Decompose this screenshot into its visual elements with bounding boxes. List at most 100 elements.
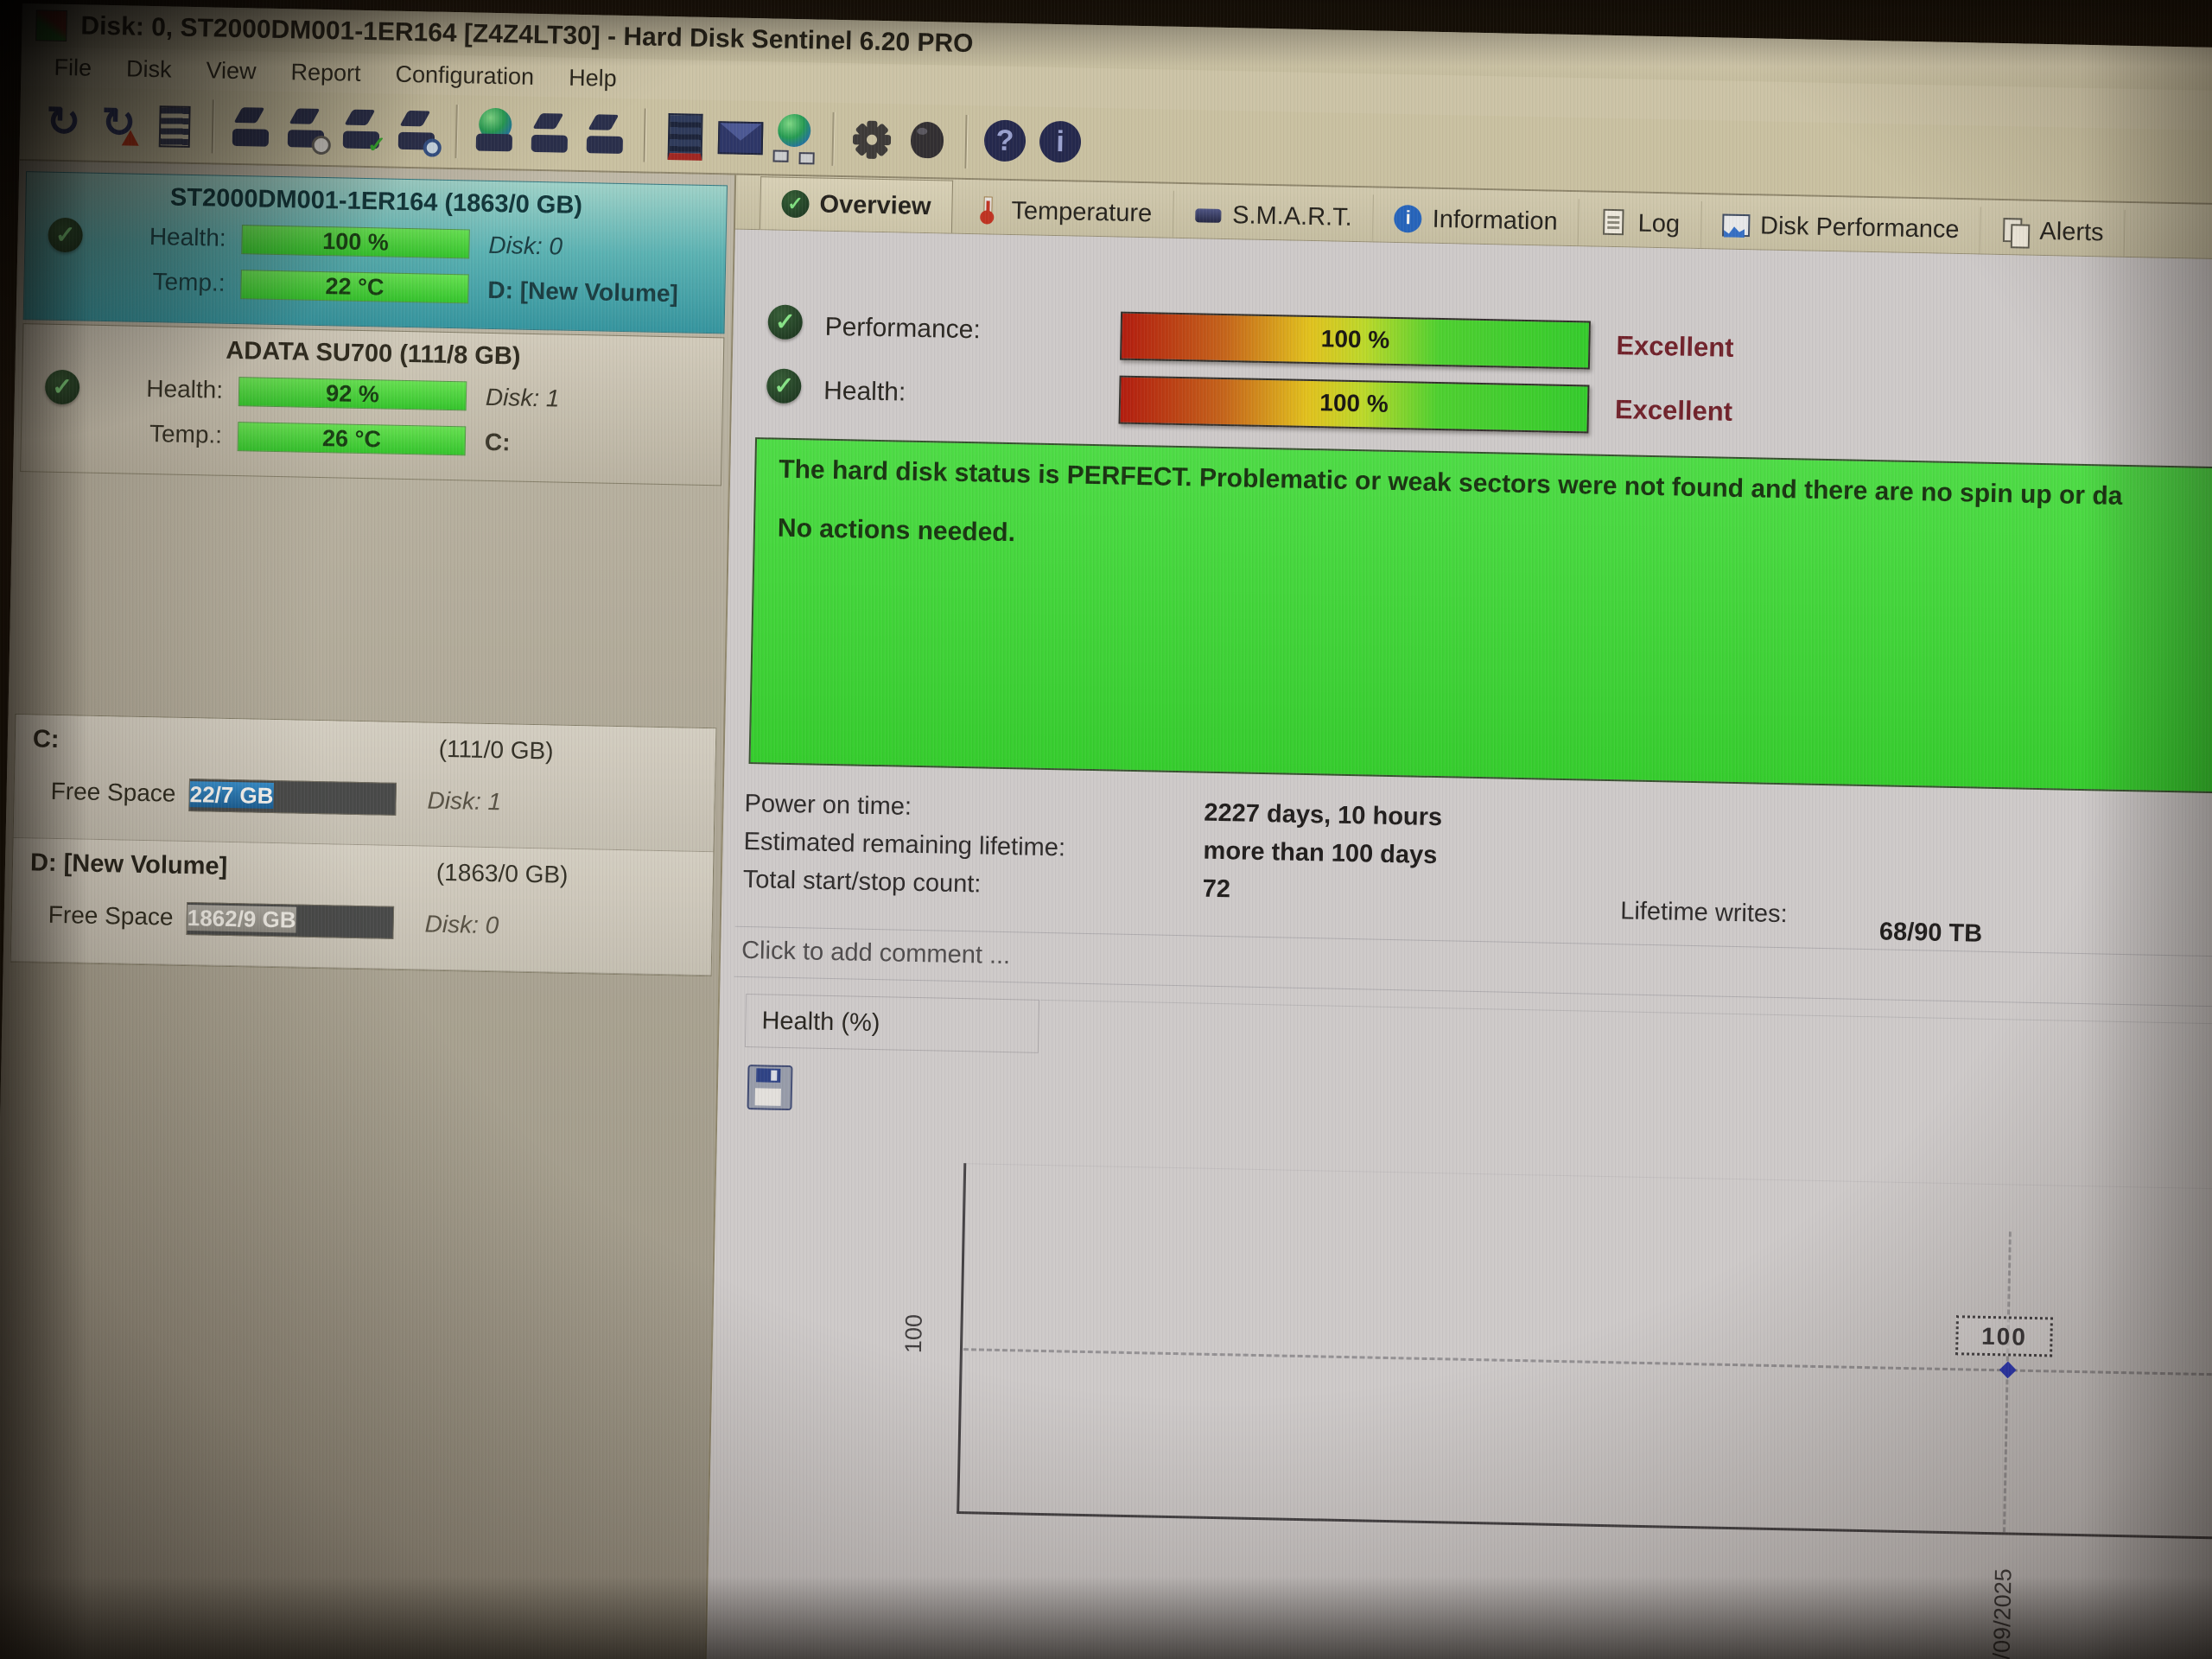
free-space-value: 1862/9 GB	[187, 905, 296, 933]
start-stop-count-value: 72	[1202, 874, 1231, 904]
tab-label: Information	[1432, 205, 1559, 236]
disk-schedule-icon[interactable]	[283, 100, 332, 156]
disk-search-icon[interactable]	[393, 103, 442, 159]
comment-field[interactable]: Click to add comment ...	[741, 936, 1011, 970]
status-action-text: No actions needed.	[777, 513, 1016, 548]
main-panel: ✓ Overview Temperature S.M.A.R.T. i Info…	[705, 175, 2212, 1659]
disk-panel-st2000[interactable]: ST2000DM001-1ER164 (1863/0 GB) ✓ Health:…	[22, 171, 728, 334]
health-bar: 100 %	[1118, 375, 1590, 434]
partition-name: C:	[32, 725, 60, 754]
health-ok-icon: ✓	[766, 368, 802, 404]
disk-sidebar: ST2000DM001-1ER164 (1863/0 GB) ✓ Health:…	[0, 160, 737, 1659]
volume-label: D: [New Volume]	[487, 276, 679, 308]
power-on-time-label: Power on time:	[744, 789, 912, 821]
partition-name: D: [New Volume]	[29, 849, 228, 880]
sound-icon[interactable]	[902, 112, 951, 168]
thermometer-icon	[973, 196, 1001, 225]
disk-copy-icon[interactable]	[525, 105, 575, 162]
toolbar-separator	[454, 105, 458, 159]
error-refresh-icon[interactable]: ↻	[94, 97, 143, 153]
disk-number: Disk: 0	[424, 910, 499, 939]
y-tick-label: 100	[899, 1313, 927, 1354]
disk-eject-icon[interactable]	[581, 106, 630, 162]
disk-number: Disk: 1	[485, 383, 560, 412]
performance-ok-icon: ✓	[767, 304, 804, 340]
chart-y-axis	[957, 1163, 967, 1514]
report-icon[interactable]	[149, 98, 199, 154]
remaining-lifetime-value: more than 100 days	[1203, 836, 1438, 870]
overview-content: ✓ Performance: 100 % Excellent ✓ Health:…	[705, 229, 2212, 1659]
tab-information[interactable]: i Information	[1373, 194, 1580, 246]
chart-gridline-date	[2002, 1231, 2012, 1533]
menu-file[interactable]: File	[54, 54, 92, 81]
volume-label: C:	[484, 428, 511, 456]
partition-capacity: (111/0 GB)	[438, 734, 554, 765]
partition-panel-c[interactable]: C: (111/0 GB) Free Space 22/7 GB Disk: 1	[13, 715, 716, 853]
performance-label: Performance:	[824, 312, 982, 345]
network-icon[interactable]	[769, 110, 818, 166]
disk-status-box: The hard disk status is PERFECT. Problem…	[748, 437, 2212, 797]
menu-report[interactable]: Report	[290, 58, 361, 86]
tab-label: S.M.A.R.T.	[1231, 200, 1353, 232]
chart-metric-selector[interactable]: Health (%)	[744, 994, 1040, 1053]
free-space-bar: 1862/9 GB	[186, 902, 395, 939]
plot-top-border	[963, 1163, 2212, 1192]
save-chart-button[interactable]	[747, 1065, 793, 1111]
disk-test-icon[interactable]: ✓	[338, 101, 387, 157]
health-bar: 100 %	[241, 225, 470, 259]
lifetime-writes-label: Lifetime writes:	[1619, 897, 1788, 929]
temp-bar: 22 °C	[240, 270, 469, 304]
pages-icon	[2001, 217, 2031, 249]
tab-label: Overview	[819, 190, 931, 220]
tab-log[interactable]: Log	[1579, 199, 1702, 249]
chart-x-axis	[957, 1511, 2212, 1541]
menu-configuration[interactable]: Configuration	[395, 60, 535, 90]
tab-disk-performance[interactable]: Disk Performance	[1700, 201, 1982, 254]
partition-panel-d[interactable]: D: [New Volume] (1863/0 GB) Free Space 1…	[10, 837, 714, 976]
tab-label: Disk Performance	[1759, 211, 1960, 244]
sidebar-spacer	[9, 475, 728, 728]
menu-disk[interactable]: Disk	[125, 54, 172, 82]
disk-title: ADATA SU700 (111/8 GB)	[226, 336, 521, 371]
tab-overview[interactable]: ✓ Overview	[759, 176, 954, 233]
temp-label: Temp.:	[149, 420, 223, 448]
work-area: ST2000DM001-1ER164 (1863/0 GB) ✓ Health:…	[0, 160, 2212, 1659]
partition-list: C: (111/0 GB) Free Space 22/7 GB Disk: 1…	[10, 713, 717, 977]
disk-world-icon[interactable]	[470, 104, 519, 160]
app-icon	[35, 10, 67, 42]
x-tick-label: 06/09/2025	[1987, 1568, 2017, 1659]
info-icon[interactable]: i	[1035, 116, 1084, 172]
performance-bar: 100 %	[1119, 311, 1591, 370]
chart-data-point	[1999, 1361, 2017, 1379]
mail-icon[interactable]	[714, 109, 764, 165]
disk-number: Disk: 0	[488, 231, 563, 260]
menu-view[interactable]: View	[206, 56, 257, 84]
tab-temperature[interactable]: Temperature	[951, 186, 1174, 238]
performance-rating: Excellent	[1616, 330, 1734, 363]
health-label: Health:	[823, 376, 906, 407]
disk-status-ok-icon: ✓	[44, 369, 80, 405]
start-stop-count-label: Total start/stop count:	[742, 865, 982, 899]
disk-panel-adata[interactable]: ADATA SU700 (111/8 GB) ✓ Health: 92 % Di…	[20, 323, 725, 486]
tab-label: Temperature	[1011, 196, 1153, 227]
disk-number: Disk: 1	[427, 786, 502, 816]
notepad-icon[interactable]	[658, 108, 708, 164]
app-window: Disk: 0, ST2000DM001-1ER164 [Z4Z4LT30] -…	[0, 3, 2212, 1659]
disk-backup-icon[interactable]	[227, 99, 276, 156]
remaining-lifetime-label: Estimated remaining lifetime:	[743, 827, 1066, 862]
health-bar: 92 %	[238, 377, 467, 411]
free-space-label: Free Space	[50, 777, 176, 807]
tab-smart[interactable]: S.M.A.R.T.	[1173, 190, 1375, 242]
help-icon[interactable]: ?	[980, 114, 1029, 170]
settings-gear-icon[interactable]	[847, 111, 896, 168]
status-text: The hard disk status is PERFECT. Problem…	[779, 454, 2123, 511]
lifetime-writes-value: 68/90 TB	[1878, 918, 1983, 948]
disk-status-ok-icon: ✓	[48, 217, 84, 253]
refresh-icon[interactable]: ↻	[45, 99, 81, 146]
toolbar-separator	[964, 114, 968, 168]
tab-label: Log	[1637, 209, 1681, 238]
menu-help[interactable]: Help	[568, 64, 617, 92]
overview-check-icon: ✓	[781, 189, 810, 219]
tab-alerts[interactable]: Alerts	[1980, 207, 2126, 257]
